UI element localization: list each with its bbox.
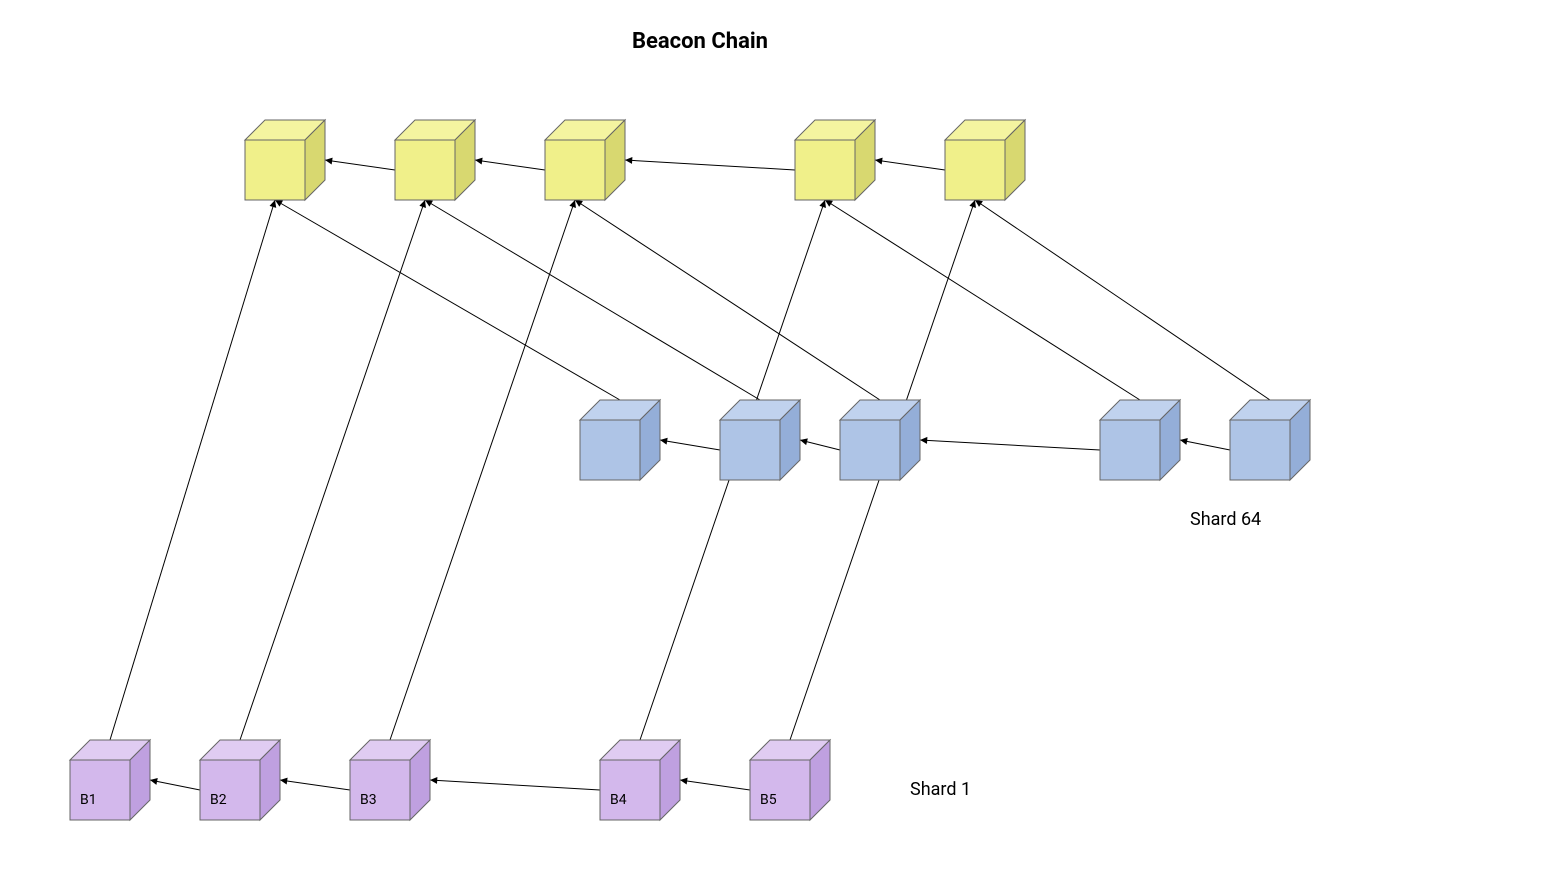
edge-Y4-to-Y3 bbox=[625, 160, 795, 170]
edge-Y2-to-Y1 bbox=[325, 160, 395, 170]
edge-B1-to-Y1-arrowhead bbox=[270, 200, 277, 208]
cube-S2 bbox=[720, 400, 800, 480]
cube-B2-label: B2 bbox=[210, 792, 227, 808]
edge-B2-to-Y2-arrowhead bbox=[419, 200, 426, 208]
edge-S4-to-S3-arrowhead bbox=[920, 437, 927, 444]
edge-S2-to-S1 bbox=[660, 440, 720, 450]
edge-S5-to-S4 bbox=[1180, 440, 1230, 450]
cube-B5-label: B5 bbox=[760, 792, 777, 808]
cube-B4: B4 bbox=[600, 740, 680, 820]
cube-S5 bbox=[1230, 400, 1310, 480]
edge-S5-to-Y5 bbox=[975, 200, 1270, 400]
edge-B5-to-Y5-arrowhead bbox=[969, 200, 976, 208]
edge-S5-to-Y5-arrowhead bbox=[975, 200, 983, 207]
edge-Y3-to-Y2-arrowhead bbox=[475, 158, 483, 165]
edge-Y5-to-Y4-arrowhead bbox=[875, 158, 883, 165]
cube-B1-label: B1 bbox=[80, 792, 97, 808]
cube-Y4 bbox=[795, 120, 875, 200]
edge-B4-to-B3 bbox=[430, 780, 600, 790]
edge-B2-to-Y2 bbox=[240, 200, 425, 740]
edge-Y4-to-Y3-arrowhead bbox=[625, 157, 632, 164]
edge-S3-to-S2-arrowhead bbox=[800, 438, 808, 445]
cube-B3-label: B3 bbox=[360, 792, 377, 808]
edge-Y2-to-Y1-arrowhead bbox=[325, 158, 333, 165]
edge-S3-to-Y3-arrowhead bbox=[575, 200, 583, 207]
edge-Y3-to-Y2 bbox=[475, 160, 545, 170]
edge-B2-to-B1 bbox=[150, 780, 200, 790]
cube-Y3 bbox=[545, 120, 625, 200]
edge-S1-to-Y1-arrowhead bbox=[275, 200, 283, 207]
edge-S1-to-Y1 bbox=[275, 200, 620, 400]
cube-S3 bbox=[840, 400, 920, 480]
cube-Y2 bbox=[395, 120, 475, 200]
edge-B4-to-Y4-arrowhead bbox=[819, 200, 826, 208]
diagram-label: Shard 64 bbox=[1190, 509, 1261, 530]
edge-B2-to-B1-arrowhead bbox=[150, 778, 158, 785]
cube-S1 bbox=[580, 400, 660, 480]
edge-S4-to-Y4 bbox=[825, 200, 1140, 400]
edge-S2-to-Y2 bbox=[425, 200, 760, 400]
cube-Y1 bbox=[245, 120, 325, 200]
cube-B1: B1 bbox=[70, 740, 150, 820]
cube-S4 bbox=[1100, 400, 1180, 480]
edge-Y5-to-Y4 bbox=[875, 160, 945, 170]
edge-B5-to-B4-arrowhead bbox=[680, 778, 688, 785]
edge-B3-to-Y3 bbox=[390, 200, 575, 740]
diagram-label: Shard 1 bbox=[910, 779, 971, 800]
edge-S4-to-Y4-arrowhead bbox=[825, 200, 833, 207]
edge-B4-to-B3-arrowhead bbox=[430, 777, 437, 784]
edge-B1-to-Y1 bbox=[110, 200, 275, 740]
edge-S4-to-S3 bbox=[920, 440, 1100, 450]
edge-B3-to-B2-arrowhead bbox=[280, 778, 288, 785]
edge-B3-to-B2 bbox=[280, 780, 350, 790]
diagram-title: Beacon Chain bbox=[632, 29, 768, 54]
edge-S3-to-Y3 bbox=[575, 200, 880, 400]
cube-B4-label: B4 bbox=[610, 792, 627, 808]
cube-B5: B5 bbox=[750, 740, 830, 820]
edge-B5-to-B4 bbox=[680, 780, 750, 790]
cube-B2: B2 bbox=[200, 740, 280, 820]
beacon-chain-diagram: B1 B2 B3 B4 B5 Beacon Chain Shard 64 Shard 1 bbox=[0, 0, 1551, 891]
edge-S2-to-S1-arrowhead bbox=[660, 438, 668, 445]
cube-Y5 bbox=[945, 120, 1025, 200]
edge-S5-to-S4-arrowhead bbox=[1180, 438, 1188, 445]
cube-B3: B3 bbox=[350, 740, 430, 820]
edge-S2-to-Y2-arrowhead bbox=[425, 200, 433, 207]
edge-B3-to-Y3-arrowhead bbox=[569, 200, 576, 208]
